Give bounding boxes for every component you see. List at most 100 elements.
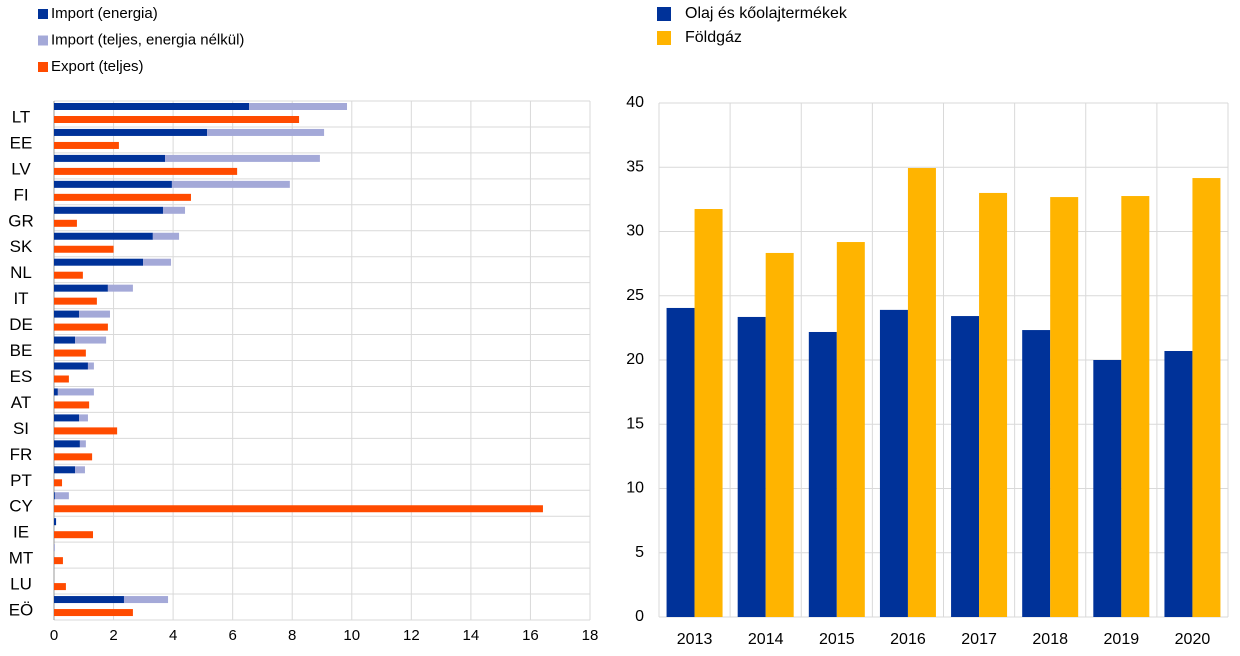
bar (1192, 178, 1221, 617)
legend-swatch (38, 62, 48, 72)
y-tick-label: 30 (626, 223, 644, 240)
y-tick-label: 15 (626, 415, 644, 432)
x-tick-label: 2016 (890, 631, 926, 648)
legend-swatch (657, 31, 671, 45)
bar (79, 440, 86, 448)
bar (152, 232, 180, 240)
x-tick-label: 2015 (819, 631, 855, 648)
bar (54, 284, 108, 292)
bar (54, 492, 69, 500)
legend-label: Import (teljes, energia nélkül) (51, 31, 244, 48)
bar (808, 331, 837, 617)
bar (79, 310, 110, 318)
y-tick-label: EÖ (9, 601, 34, 620)
bar (87, 362, 94, 370)
bar (171, 180, 290, 188)
bar (54, 297, 97, 305)
y-tick-label: 5 (635, 544, 644, 561)
bar (54, 167, 238, 175)
bar (54, 401, 90, 409)
bar (737, 316, 766, 617)
bar (162, 206, 186, 214)
bar (54, 505, 543, 513)
x-tick-label: 8 (288, 627, 296, 644)
x-tick-label: 2013 (677, 631, 713, 648)
x-tick-label: 2020 (1175, 631, 1211, 648)
x-tick-label: 2017 (961, 631, 997, 648)
y-tick-label: CY (9, 497, 33, 516)
x-tick-label: 0 (50, 627, 58, 644)
y-tick-label: LT (12, 107, 31, 126)
y-tick-label: IT (13, 289, 28, 308)
x-tick-label: 6 (228, 627, 236, 644)
bar (1022, 330, 1051, 617)
bar (54, 206, 163, 214)
y-tick-label: NL (10, 263, 32, 282)
bar (79, 414, 88, 422)
y-tick-label: SI (13, 419, 29, 438)
bar (54, 544, 55, 552)
bar (54, 453, 93, 461)
x-tick-label: 4 (169, 627, 177, 644)
bar (54, 466, 76, 474)
bar (54, 414, 80, 422)
bar (666, 307, 695, 617)
bar (54, 103, 250, 110)
x-tick-label: 10 (343, 627, 360, 644)
bar (54, 492, 55, 500)
bar (75, 336, 107, 344)
bar (1050, 197, 1079, 617)
bar (54, 271, 83, 279)
bar (54, 232, 153, 240)
bar (54, 440, 80, 448)
legend-label: Export (teljes) (51, 58, 144, 75)
legend-label: Import (energia) (51, 5, 158, 22)
y-tick-label: SK (10, 237, 33, 256)
y-tick-label: 25 (626, 287, 644, 304)
y-tick-label: ES (10, 367, 33, 386)
bar (107, 284, 133, 292)
bar (765, 252, 794, 617)
bar (54, 219, 77, 227)
y-tick-label: BE (10, 341, 33, 360)
y-tick-label: FI (13, 185, 28, 204)
bar (1093, 360, 1122, 617)
bar (54, 154, 166, 162)
bar (836, 242, 865, 618)
bar (143, 258, 172, 266)
bar (54, 336, 76, 344)
y-tick-label: PT (10, 471, 32, 490)
bar (54, 388, 58, 396)
bar (54, 128, 208, 136)
x-tick-label: 18 (582, 627, 599, 644)
legend-swatch (38, 35, 48, 46)
bar (75, 466, 85, 474)
bar (54, 557, 63, 565)
y-tick-label: LU (10, 575, 32, 594)
y-tick-label: GR (8, 211, 34, 230)
bar (165, 154, 320, 162)
y-tick-label: MT (9, 549, 34, 568)
bar (951, 316, 980, 617)
y-tick-label: LV (11, 159, 31, 178)
y-tick-label: AT (11, 393, 31, 412)
bar (123, 596, 169, 604)
bar (54, 609, 133, 617)
x-tick-label: 2018 (1032, 631, 1068, 648)
bar (54, 258, 144, 266)
y-tick-label: FR (10, 445, 33, 464)
bar (54, 518, 57, 526)
x-tick-label: 2 (109, 627, 117, 644)
bar (879, 309, 908, 617)
y-tick-label: IE (13, 523, 29, 542)
bar (907, 168, 936, 617)
bar (54, 479, 63, 487)
legend-label: Olaj és kőolajtermékek (685, 5, 848, 22)
y-tick-label: 40 (626, 94, 644, 111)
y-tick-label: 0 (635, 608, 644, 625)
bar (54, 531, 94, 539)
bar (1164, 351, 1193, 617)
bar (54, 141, 119, 149)
bar (54, 310, 80, 318)
